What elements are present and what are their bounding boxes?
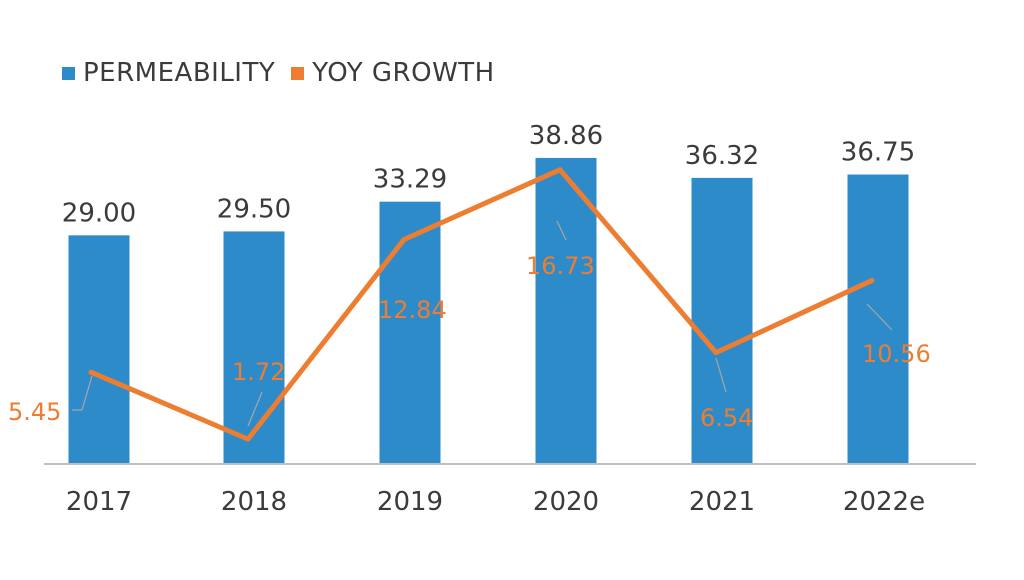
legend-label-permeability: PERMEABILITY [83, 58, 276, 88]
x-tick-label-2019: 2019 [377, 487, 443, 517]
x-tick-label-2017: 2017 [66, 487, 132, 517]
legend: PERMEABILITY YOY GROWTH [62, 58, 511, 88]
line-label-2018: 1.72 [232, 358, 285, 386]
bar-2021 [691, 177, 753, 463]
bar-2017 [68, 235, 130, 463]
leader-line-2018 [247, 391, 263, 427]
bar-label-2022e: 36.75 [841, 138, 915, 168]
bar-label-2018: 29.50 [217, 194, 291, 224]
x-tick-label-2020: 2020 [533, 487, 599, 517]
line-label-2021: 6.54 [700, 404, 753, 432]
line-label-2019: 12.84 [378, 296, 447, 324]
x-tick-label-2018: 2018 [221, 487, 287, 517]
bar-label-2017: 29.00 [62, 198, 136, 228]
leader-line-2017 [72, 375, 93, 411]
line-yoy-growth [88, 167, 875, 442]
leader-line-2021 [715, 357, 727, 393]
line-label-2017: 5.45 [8, 398, 61, 426]
legend-swatch-yoy-growth [291, 66, 305, 80]
leader-line-2022e [866, 303, 893, 331]
bar-label-2020: 38.86 [529, 121, 603, 151]
x-tick-label-2022e: 2022e [843, 487, 925, 517]
bar-label-2019: 33.29 [373, 165, 447, 195]
bar-2018 [223, 231, 285, 463]
bar-2020 [535, 157, 597, 463]
legend-label-yoy-growth: YOY GROWTH [312, 58, 495, 88]
legend-item-permeability: PERMEABILITY [62, 58, 275, 88]
leader-line-2020 [556, 220, 567, 241]
line-label-2022e: 10.56 [862, 340, 931, 368]
x-tick-label-2021: 2021 [689, 487, 755, 517]
bar-2019 [379, 201, 441, 463]
bar-label-2021: 36.32 [685, 141, 759, 171]
legend-item-yoy-growth: YOY GROWTH [291, 58, 494, 88]
line-label-2020: 16.73 [526, 252, 595, 280]
legend-swatch-permeability [62, 66, 75, 80]
bar-2022e [847, 174, 909, 463]
